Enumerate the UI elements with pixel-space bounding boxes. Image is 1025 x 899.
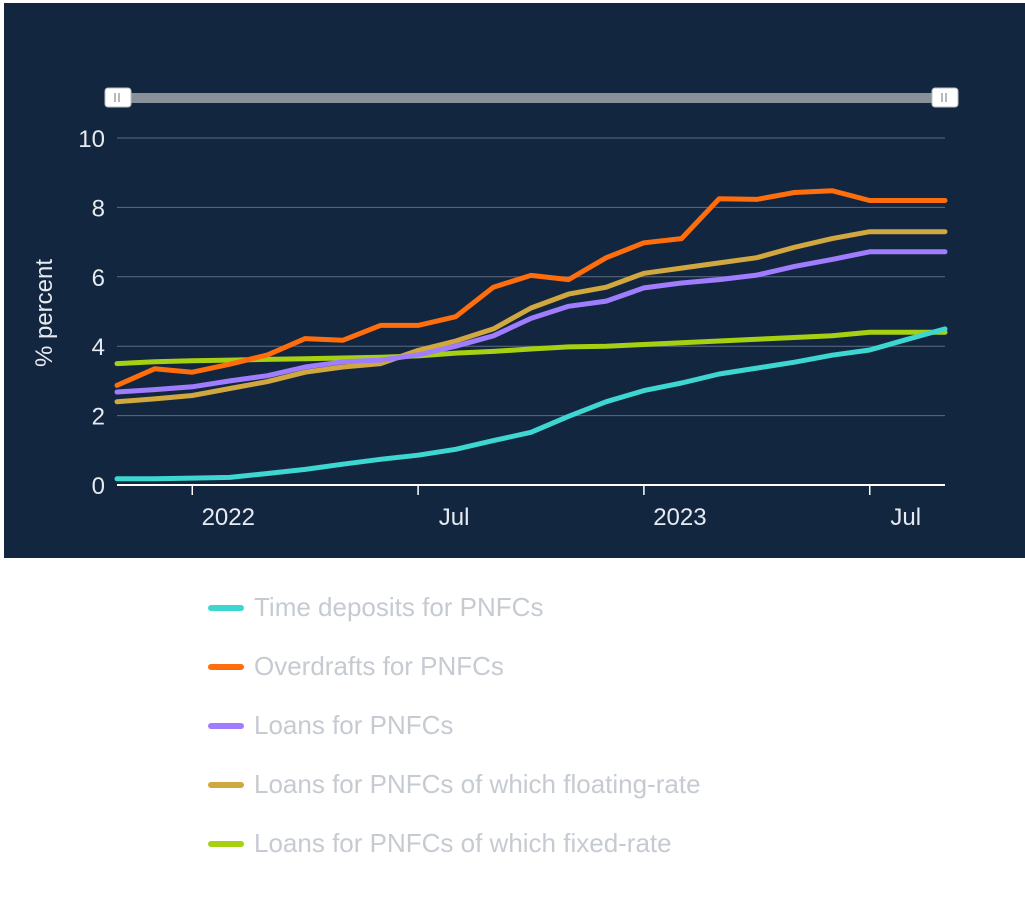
navigator-handle-right[interactable]: [931, 87, 959, 108]
legend-label: Loans for PNFCs of which floating-rate: [254, 769, 701, 799]
legend-item[interactable]: Overdrafts for PNFCs: [208, 637, 701, 696]
legend-label: Loans for PNFCs: [254, 710, 454, 740]
y-tick-label: 8: [92, 195, 105, 222]
legend-item[interactable]: Time deposits for PNFCs: [208, 578, 701, 637]
legend-swatch: [208, 722, 244, 729]
legend-label: Loans for PNFCs of which fixed-rate: [254, 828, 672, 858]
y-tick-label: 4: [92, 334, 105, 361]
line-chart: 0 2 4 6 8 10 2022 Jul 2023 Jul % percent: [31, 87, 959, 531]
navigator-track[interactable]: [117, 93, 947, 103]
series-line-1[interactable]: [114, 326, 948, 482]
x-tick-label: Jul: [890, 504, 921, 531]
x-tick-label: 2022: [202, 504, 255, 531]
y-axis-title: % percent: [31, 259, 58, 367]
legend: Time deposits for PNFCs Overdrafts for PN…: [208, 578, 701, 873]
series-line-2[interactable]: [114, 188, 948, 388]
y-tick-label: 6: [92, 265, 105, 292]
legend-swatch: [208, 663, 244, 670]
y-tick-label: 0: [92, 473, 105, 500]
series-lines: [114, 188, 948, 482]
y-axis: 0 2 4 6 8 10: [78, 126, 105, 500]
legend-item[interactable]: Loans for PNFCs of which floating-rate: [208, 755, 701, 814]
x-tick-label: Jul: [439, 504, 470, 531]
x-tick-label: 2023: [653, 504, 706, 531]
x-axis: 2022 Jul 2023 Jul: [191, 485, 921, 531]
y-tick-label: 10: [78, 126, 105, 153]
legend-label: Overdrafts for PNFCs: [254, 651, 504, 681]
legend-label: Time deposits for PNFCs: [254, 592, 544, 622]
navigator-handle-left[interactable]: [104, 87, 132, 108]
legend-swatch: [208, 604, 244, 611]
y-tick-label: 2: [92, 404, 105, 431]
series-line-4[interactable]: [114, 229, 948, 405]
legend-swatch: [208, 840, 244, 847]
gridlines: [117, 137, 945, 486]
series-line-3[interactable]: [114, 249, 948, 395]
legend-item[interactable]: Loans for PNFCs: [208, 696, 701, 755]
legend-swatch: [208, 781, 244, 788]
legend-item[interactable]: Loans for PNFCs of which fixed-rate: [208, 814, 701, 873]
range-navigator: [104, 87, 959, 108]
chart-panel: 0 2 4 6 8 10 2022 Jul 2023 Jul % percent: [4, 3, 1025, 558]
